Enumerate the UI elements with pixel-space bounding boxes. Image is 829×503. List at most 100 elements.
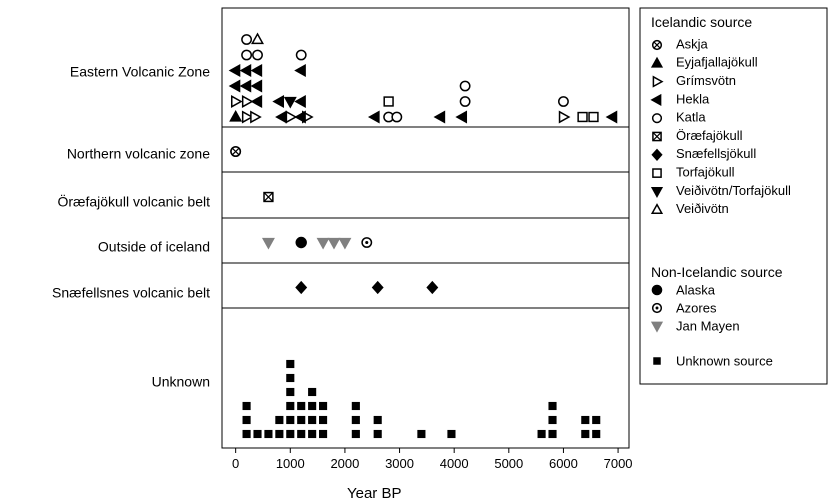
legend-item-jan-mayen: Jan Mayen xyxy=(676,318,740,333)
legend-item-azores: Azores xyxy=(676,300,717,315)
marker-unknown-source xyxy=(592,415,601,425)
legend-item-torfajokull: Torfajökull xyxy=(676,165,735,180)
marker-sn-fellsjokull xyxy=(295,280,308,295)
x-tick-label: 2000 xyxy=(330,456,359,471)
legend-box xyxy=(639,7,828,385)
marker-grimsvotn xyxy=(231,95,243,108)
marker-torfajokull xyxy=(588,111,599,123)
legend-item-askja: Askja xyxy=(676,36,709,51)
marker-grimsvotn xyxy=(241,110,254,124)
row-label-outside-of-iceland: Outside of iceland xyxy=(98,239,210,255)
marker-unknown-source xyxy=(242,415,251,425)
marker-unknown-source xyxy=(548,415,557,425)
marker-alaska xyxy=(295,236,307,249)
legend-symbol-askja xyxy=(651,39,663,51)
x-tick-label: 3000 xyxy=(385,456,414,471)
row-labels: Eastern Volcanic Zone Northern volcanic z… xyxy=(52,64,210,390)
legend-symbol-vei-ivotn xyxy=(650,203,664,215)
legend-symbol-azores xyxy=(651,302,663,314)
marker-unknown-source xyxy=(297,415,306,425)
legend-item-unknown-source: Unknown source xyxy=(676,353,773,368)
row-label-northern-volcanic-zone: Northern volcanic zone xyxy=(67,146,210,162)
marker-jan-mayen xyxy=(261,237,275,250)
legend-title-non-icelandic: Non-Icelandic source xyxy=(651,264,783,280)
plot-border xyxy=(221,7,630,449)
marker-hekla xyxy=(250,79,263,93)
marker-grimsvotn xyxy=(241,95,254,108)
marker-katla xyxy=(391,111,403,123)
plot-frame xyxy=(221,7,630,449)
row-label-eastern-volcanic-zone: Eastern Volcanic Zone xyxy=(70,64,210,80)
x-tick-label: 5000 xyxy=(494,456,523,471)
marker-unknown-source xyxy=(275,429,284,439)
marker-askja xyxy=(230,146,242,157)
marker-unknown-source xyxy=(319,415,328,425)
legend-symbol-unknown-source xyxy=(653,357,661,365)
marker-torfajokull xyxy=(383,96,394,107)
marker-unknown-source xyxy=(308,415,317,425)
legend-title-icelandic: Icelandic source xyxy=(651,14,752,30)
legend-item-sn-fellsjokull: Snæfellsjökull xyxy=(676,146,756,161)
x-tick-label: 7000 xyxy=(604,456,633,471)
marker-jan-mayen xyxy=(316,237,330,250)
row-label-unknown: Unknown xyxy=(152,374,210,390)
x-axis-title: Year BP xyxy=(347,485,402,502)
marker-hekla xyxy=(272,95,285,108)
marker-hekla xyxy=(294,95,306,108)
marker-unknown-source xyxy=(417,429,426,439)
marker-unknown-source xyxy=(373,429,382,439)
legend-symbol-sn-fellsjokull xyxy=(651,148,663,161)
marker-vei-ivotn-torfajokull xyxy=(283,96,297,109)
legend-item-eyjafjallajokull: Eyjafjallajökull xyxy=(676,55,758,70)
marker-or-fajokull xyxy=(263,191,274,203)
marker-unknown-source xyxy=(319,429,328,439)
marker-grimsvotn xyxy=(250,110,262,124)
x-axis: 0 1000 2000 3000 4000 5000 6000 7000 Year BP xyxy=(232,448,633,502)
marker-unknown-source xyxy=(286,415,295,425)
legend-item-alaska: Alaska xyxy=(676,282,716,297)
marker-hekla xyxy=(239,79,252,93)
row-label-or-fajokull-volcanic-belt: Öræfajökull volcanic belt xyxy=(57,193,210,210)
legend-symbol-alaska xyxy=(651,284,663,296)
legend-item-grimsvotn: Grímsvötn xyxy=(676,73,736,88)
legend-symbol-vei-ivotn-torfajokull xyxy=(650,187,664,198)
marker-hekla xyxy=(605,110,618,124)
marker-unknown-source xyxy=(286,401,295,411)
marker-unknown-source xyxy=(253,429,262,439)
legend-item-katla: Katla xyxy=(676,110,706,125)
marker-hekla xyxy=(294,110,306,124)
marker-unknown-source xyxy=(548,401,557,411)
marker-unknown-source xyxy=(242,401,251,411)
marker-hekla xyxy=(275,110,287,124)
marker-unknown-source xyxy=(447,429,456,439)
marker-unknown-source xyxy=(581,415,590,425)
marker-hekla xyxy=(367,110,380,124)
marker-azores xyxy=(361,237,373,248)
marker-unknown-source xyxy=(308,387,317,397)
legend-item-vei-ivotn-torfajokull: Veiðivötn/Torfajökull xyxy=(676,183,791,198)
x-tick-label: 0 xyxy=(232,456,239,471)
marker-vei-ivotn xyxy=(251,32,264,45)
marker-unknown-source xyxy=(297,401,306,411)
legend-symbol-hekla xyxy=(650,93,662,106)
marker-hekla xyxy=(455,110,468,124)
row-label-sn-fellsnes-volcanic-belt: Snæfellsnes volcanic belt xyxy=(52,285,210,301)
marker-unknown-source xyxy=(351,429,360,439)
marker-torfajokull xyxy=(577,111,588,123)
marker-unknown-source xyxy=(286,373,295,383)
legend: Icelandic source Askja Eyjafjallajökull Grí… xyxy=(639,7,828,385)
legend-item-vei-ivotn: Veiðivötn xyxy=(676,201,729,216)
marker-hekla xyxy=(250,95,263,108)
marker-unknown-source xyxy=(351,415,360,425)
marker-unknown-source xyxy=(373,415,382,425)
marker-unknown-source xyxy=(581,429,590,439)
marker-unknown-source xyxy=(319,401,328,411)
marker-unknown-source xyxy=(275,415,284,425)
marker-katla xyxy=(241,34,253,45)
marker-katla xyxy=(295,49,307,61)
legend-symbol-torfajokull xyxy=(652,168,662,178)
marker-katla xyxy=(459,80,471,92)
legend-item-or-fajokull: Öræfajökull xyxy=(676,128,743,143)
x-tick-label: 6000 xyxy=(549,456,578,471)
marker-unknown-source xyxy=(537,429,546,439)
